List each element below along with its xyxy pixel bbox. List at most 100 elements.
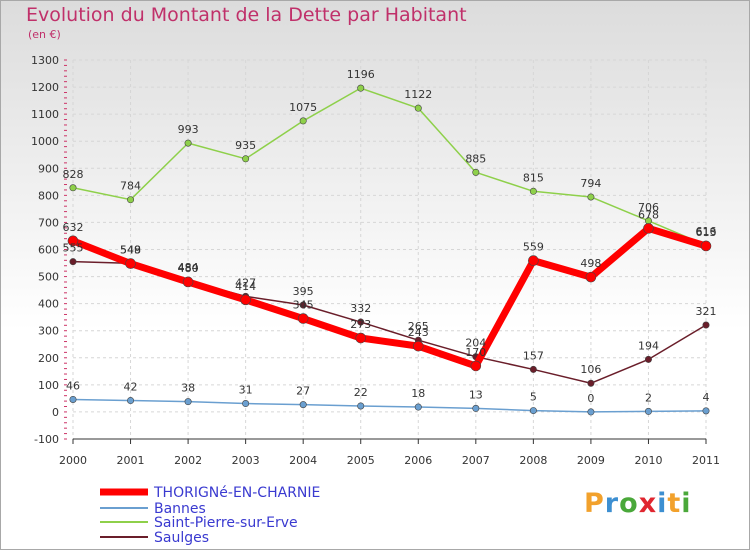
x-tick-label: 2002 [174,454,202,467]
logo-letter: r [604,488,620,519]
data-label: 885 [465,152,486,165]
data-point [125,258,136,269]
y-tick-label: -100 [34,433,59,446]
chart-unit-label: (en €) [28,28,61,41]
data-label: 549 [120,243,141,256]
data-label: 265 [408,320,429,333]
legend-label: Bannes [154,501,206,517]
y-tick-label: 900 [38,162,59,175]
series-group [67,84,712,416]
data-label: 828 [63,168,84,181]
legend-label: Saulges [154,530,209,546]
axes: -100 0 100 200 300 400 500 600 700 800 900 1000 1100… [31,54,720,467]
grid [72,59,707,440]
data-point [182,276,194,288]
series-line [72,398,707,413]
data-label: 935 [235,139,256,152]
y-tick-label: 300 [38,325,59,338]
data-point [69,258,77,266]
y-tick-label: 0 [52,406,59,419]
data-label: 345 [293,299,314,312]
data-label: 5 [530,391,537,404]
y-tick-label: 1100 [31,108,59,121]
series-line [72,260,707,384]
y-tick-label: 1300 [31,54,59,67]
data-point [470,360,482,372]
data-label: 1122 [404,88,432,101]
chart-title: Evolution du Montant de la Dette par Hab… [26,4,467,26]
data-point [357,318,365,326]
data-label: 38 [181,382,195,395]
logo-letter: x [638,488,658,519]
logo-letter: i [657,488,668,519]
y-tick-label: 200 [38,352,59,365]
data-label: 27 [296,385,310,398]
data-point [644,355,652,363]
x-tick-label: 2005 [347,454,375,467]
legend-label: THORIGNé-EN-CHARNIE [153,485,320,501]
data-point [299,401,307,409]
data-point [299,301,307,309]
data-point [587,193,595,201]
data-label: 1196 [347,68,375,81]
data-label: 194 [638,339,659,352]
data-label: 815 [523,171,544,184]
data-point [702,321,710,329]
logo-letter: i [681,488,692,519]
data-label: 616 [696,225,717,238]
data-point [585,271,597,283]
data-label: 632 [63,221,84,234]
y-tick-label: 1000 [31,135,59,148]
data-label: 414 [235,280,256,293]
data-point [587,379,595,387]
data-label: 106 [580,363,601,376]
y-tick-label: 600 [38,244,59,257]
data-point [127,196,135,204]
data-point [529,187,537,195]
x-tick-label: 2006 [404,454,432,467]
data-point [69,395,77,403]
x-tick-label: 2000 [59,454,87,467]
data-label: 784 [120,180,141,193]
data-label: 1075 [289,101,317,114]
data-point [472,168,480,176]
data-label: 204 [465,337,486,350]
x-tick-label: 2011 [692,454,720,467]
data-point [414,104,422,112]
data-label: 170 [465,346,486,359]
x-tick-label: 2003 [232,454,260,467]
data-label: 794 [580,177,601,190]
x-tick-label: 2007 [462,454,490,467]
data-point [529,365,537,373]
data-label: 243 [408,326,429,339]
data-label: 559 [523,241,544,254]
data-point [67,235,79,247]
data-point [472,404,480,412]
legend: THORIGNé-EN-CHARNIEBannesSaint-Pierre-su… [100,485,320,546]
data-point [700,240,712,252]
data-point [587,408,595,416]
data-label: 22 [354,386,368,399]
x-tick-label: 2004 [289,454,317,467]
proxiti-logo: Proxiti [584,488,692,519]
series-line [71,224,708,370]
data-point [242,155,250,163]
data-label: 993 [178,123,199,136]
data-point [528,255,539,266]
data-point [69,184,77,192]
data-point [297,313,309,324]
x-tick-label: 2001 [117,454,145,467]
data-point [184,398,192,406]
data-point [242,400,250,408]
data-label: 42 [124,381,138,394]
data-label: 332 [350,302,371,315]
data-label: 395 [293,285,314,298]
data-label: 613 [696,226,717,239]
data-label: 484 [178,261,199,274]
data-label: 0 [587,392,594,405]
data-label: 427 [235,276,256,289]
data-point [414,403,422,411]
